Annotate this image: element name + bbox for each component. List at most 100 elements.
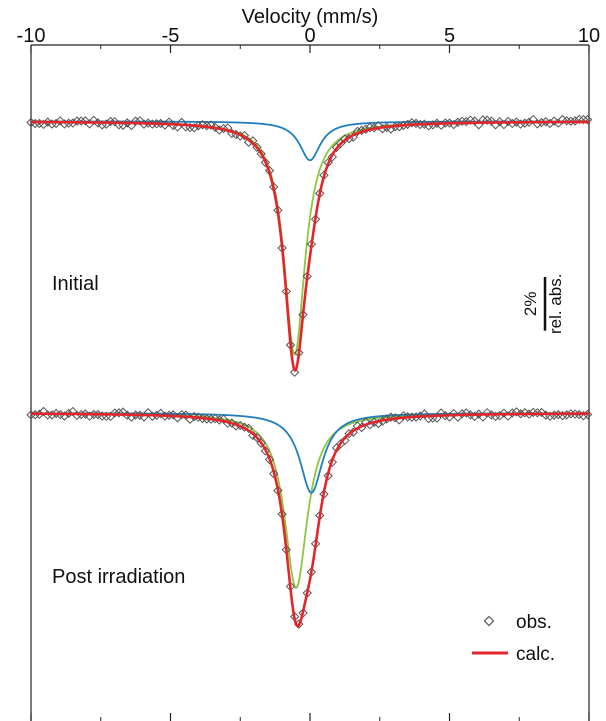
obs-point [402, 412, 413, 422]
x-tick-label: -10 [17, 25, 46, 47]
obs-point [202, 120, 212, 131]
obs-point [574, 114, 584, 125]
obs-point [327, 152, 338, 162]
component-curve-0 [31, 412, 589, 589]
obs-point [118, 407, 128, 417]
panel-label: Post irradiation [52, 566, 185, 588]
obs-point [582, 114, 593, 125]
panel-initial: Initial [26, 114, 593, 377]
obs-point [457, 116, 467, 127]
obs-point [361, 124, 371, 134]
obs-point [260, 446, 271, 456]
obs-point [432, 118, 442, 128]
obs-point [524, 117, 534, 127]
scale-bar-value: 2% [521, 292, 540, 317]
obs-point [206, 120, 216, 130]
obs-point [164, 410, 174, 420]
obs-point [89, 115, 99, 126]
obs-point [114, 408, 124, 418]
obs-point [474, 409, 484, 419]
legend-obs-label: obs. [516, 612, 552, 633]
panel-label: Initial [52, 273, 99, 295]
obs-point [130, 116, 141, 126]
obs-point [289, 367, 300, 377]
obs-point [361, 417, 371, 427]
obs-point [482, 407, 492, 418]
calc-curve [31, 412, 589, 628]
obs-point [218, 123, 229, 134]
obs-point [549, 116, 559, 126]
obs-point [415, 411, 425, 421]
obs-point [340, 435, 350, 446]
obs-point [80, 116, 91, 126]
obs-point [256, 149, 266, 159]
obs-point [511, 117, 522, 127]
legend-calc-label: calc. [516, 644, 555, 665]
obs-point [63, 408, 74, 419]
obs-point [168, 410, 178, 420]
obs-point [566, 116, 576, 127]
x-axis-title: Velocity (mm/s) [242, 6, 379, 28]
obs-point [176, 117, 187, 128]
obs-point [260, 157, 271, 168]
x-axis: -10 -5 0 5 10 Velocity (mm/s) [17, 6, 600, 721]
obs-point [38, 406, 49, 417]
panel-post-irradiation: Post irradiation [26, 406, 593, 629]
obs-point [344, 133, 354, 144]
obs-point [256, 438, 266, 448]
scale-bar-unit: rel. abs. [546, 274, 565, 334]
x-tick-label: 0 [304, 25, 315, 47]
x-tick-label: 5 [444, 25, 455, 47]
obs-point [122, 118, 132, 128]
obs-point [390, 413, 400, 423]
obs-point [352, 126, 363, 137]
obs-point [461, 116, 471, 127]
x-tick-label: 10 [578, 25, 600, 47]
obs-point [478, 115, 488, 125]
obs-point [461, 408, 471, 418]
obs-point [436, 408, 446, 418]
obs-point [243, 423, 254, 434]
obs-point [109, 408, 120, 418]
obs-point [109, 116, 120, 127]
obs-point [269, 468, 279, 479]
obs-point [578, 114, 589, 125]
obs-point [76, 116, 86, 126]
component-curve-1 [31, 412, 589, 494]
obs-point [528, 407, 538, 418]
obs-point [532, 408, 543, 418]
obs-point [499, 408, 509, 418]
obs-point [356, 125, 367, 136]
obs-point [248, 430, 258, 441]
obs-point [135, 116, 145, 126]
obs-point [164, 117, 174, 127]
obs-point [503, 116, 513, 127]
component-curve-0 [30, 120, 590, 356]
obs-point [419, 409, 430, 419]
obs-point [453, 117, 463, 127]
obs-point [570, 116, 580, 126]
obs-point [105, 116, 116, 127]
obs-point [536, 407, 547, 418]
obs-point [210, 122, 220, 133]
obs-point [507, 408, 517, 418]
obs-point [402, 119, 413, 130]
obs-point [495, 117, 505, 127]
obs-point [348, 427, 358, 437]
obs-point [515, 409, 526, 419]
obs-point [327, 457, 338, 467]
legend: obs. calc. [472, 612, 555, 665]
obs-point [369, 123, 379, 133]
scale-bar: 2% rel. abs. [521, 274, 565, 334]
obs-point [193, 121, 204, 131]
obs-point [264, 454, 275, 465]
obs-point [80, 409, 91, 419]
obs-point [373, 121, 384, 131]
calc-curve [31, 120, 590, 372]
obs-point [440, 118, 451, 128]
x-tick-label: -5 [162, 25, 180, 47]
obs-point [457, 409, 467, 419]
obs-point [72, 116, 82, 126]
obs-point [323, 471, 333, 481]
